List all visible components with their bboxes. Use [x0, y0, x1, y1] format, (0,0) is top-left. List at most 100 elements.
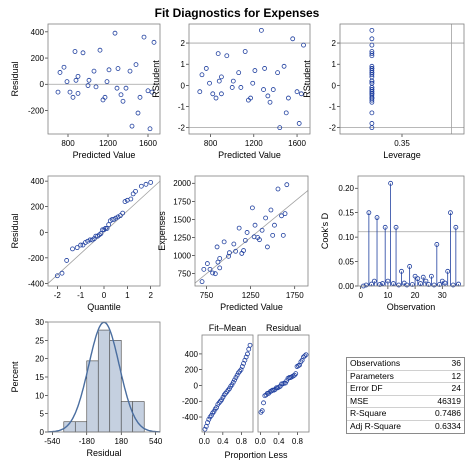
y-tick-label: -2: [178, 124, 186, 133]
data-point: [232, 377, 237, 383]
data-point: [428, 273, 434, 279]
plot-frame: [339, 23, 465, 135]
y-tick-label: 2: [181, 39, 186, 48]
data-point: [74, 245, 80, 251]
data-point: [453, 224, 459, 230]
data-point: [91, 68, 97, 74]
data-point: [207, 80, 212, 86]
y-tick-label: 0.00: [338, 282, 354, 291]
data-point: [64, 258, 70, 263]
data-point: [258, 27, 264, 33]
data-point: [284, 378, 290, 384]
data-point: [67, 89, 73, 95]
data-point: [120, 98, 126, 104]
data-point: [252, 222, 258, 228]
data-point: [388, 180, 394, 186]
data-point: [215, 51, 221, 57]
data-point: [241, 248, 246, 253]
data-point: [57, 70, 63, 75]
data-point: [371, 278, 377, 284]
data-point: [115, 214, 121, 220]
data-point: [204, 261, 210, 266]
data-point: [230, 78, 236, 84]
data-point: [97, 47, 103, 53]
x-tick-label: 540: [149, 437, 163, 446]
plot-frame: [47, 175, 161, 287]
data-point: [244, 230, 250, 235]
data-point: [250, 80, 256, 86]
data-point: [148, 179, 154, 185]
data-point: [137, 94, 143, 100]
x-tick-label: -1: [77, 291, 85, 300]
x-axis-label: Predicted Value: [73, 150, 136, 160]
data-point: [390, 281, 396, 286]
data-point: [233, 375, 239, 380]
y-tick-label: 15: [35, 373, 44, 382]
data-point: [112, 30, 118, 36]
x-tick-label: 0: [358, 291, 363, 300]
data-point: [268, 207, 274, 213]
data-point: [82, 240, 88, 245]
data-point: [219, 91, 224, 97]
y-tick-label: 2: [332, 39, 337, 48]
data-point: [149, 89, 155, 95]
data-point: [409, 282, 415, 287]
data-point: [85, 83, 91, 88]
data-point: [75, 73, 81, 79]
data-point: [217, 256, 223, 261]
data-point: [229, 85, 235, 90]
y-tick-label: 0: [40, 228, 45, 237]
data-point: [236, 225, 242, 231]
data-point: [363, 282, 369, 288]
data-point: [399, 268, 404, 274]
fit-statistic-row: R-Square 0.7486: [347, 408, 464, 421]
data-point: [101, 227, 107, 233]
plot-frame: [201, 334, 254, 433]
data-point: [374, 215, 380, 220]
y-axis-label: RStudent: [302, 60, 312, 98]
y-tick-label: 0: [332, 81, 337, 90]
data-point: [259, 408, 265, 414]
data-point: [261, 400, 266, 406]
x-tick-label: 10: [383, 291, 392, 300]
y-tick-label: 750: [178, 270, 192, 279]
data-point: [133, 188, 138, 194]
panel-residual-fit-spread: -400 -200 0 200 400 Fit–Mean 0.0 0.4 0.8 Residual…: [182, 323, 310, 460]
x-tick-label: 0.0: [255, 437, 267, 446]
fit-statistic-label: MSE: [350, 395, 369, 406]
data-point: [423, 278, 429, 284]
data-point: [290, 36, 296, 42]
x-tick-label: 30: [438, 291, 447, 300]
data-point: [277, 383, 283, 389]
data-point: [369, 70, 375, 76]
data-point: [445, 268, 451, 274]
data-point: [385, 278, 391, 284]
data-point: [369, 121, 375, 126]
data-point: [118, 92, 124, 98]
y-tick-label: 1: [332, 60, 337, 69]
data-point: [98, 231, 104, 236]
data-point: [100, 227, 105, 233]
plot-frame: [257, 334, 310, 433]
data-point: [412, 273, 418, 279]
data-point: [259, 227, 265, 233]
data-point: [418, 281, 423, 286]
data-point: [212, 271, 218, 277]
data-point: [226, 253, 231, 259]
fit-statistic-value: 0.7486: [435, 408, 461, 419]
data-point: [54, 273, 60, 279]
data-point: [294, 89, 300, 95]
data-point: [450, 282, 456, 288]
data-point: [135, 110, 141, 116]
data-point: [219, 397, 225, 403]
y-tick-label: 0.15: [338, 209, 354, 218]
data-point: [201, 266, 207, 272]
data-point: [104, 226, 110, 231]
data-point: [437, 282, 442, 287]
data-point: [282, 211, 288, 217]
data-point: [264, 244, 270, 250]
data-point: [106, 67, 112, 73]
data-point: [87, 237, 93, 243]
data-point: [231, 241, 237, 247]
